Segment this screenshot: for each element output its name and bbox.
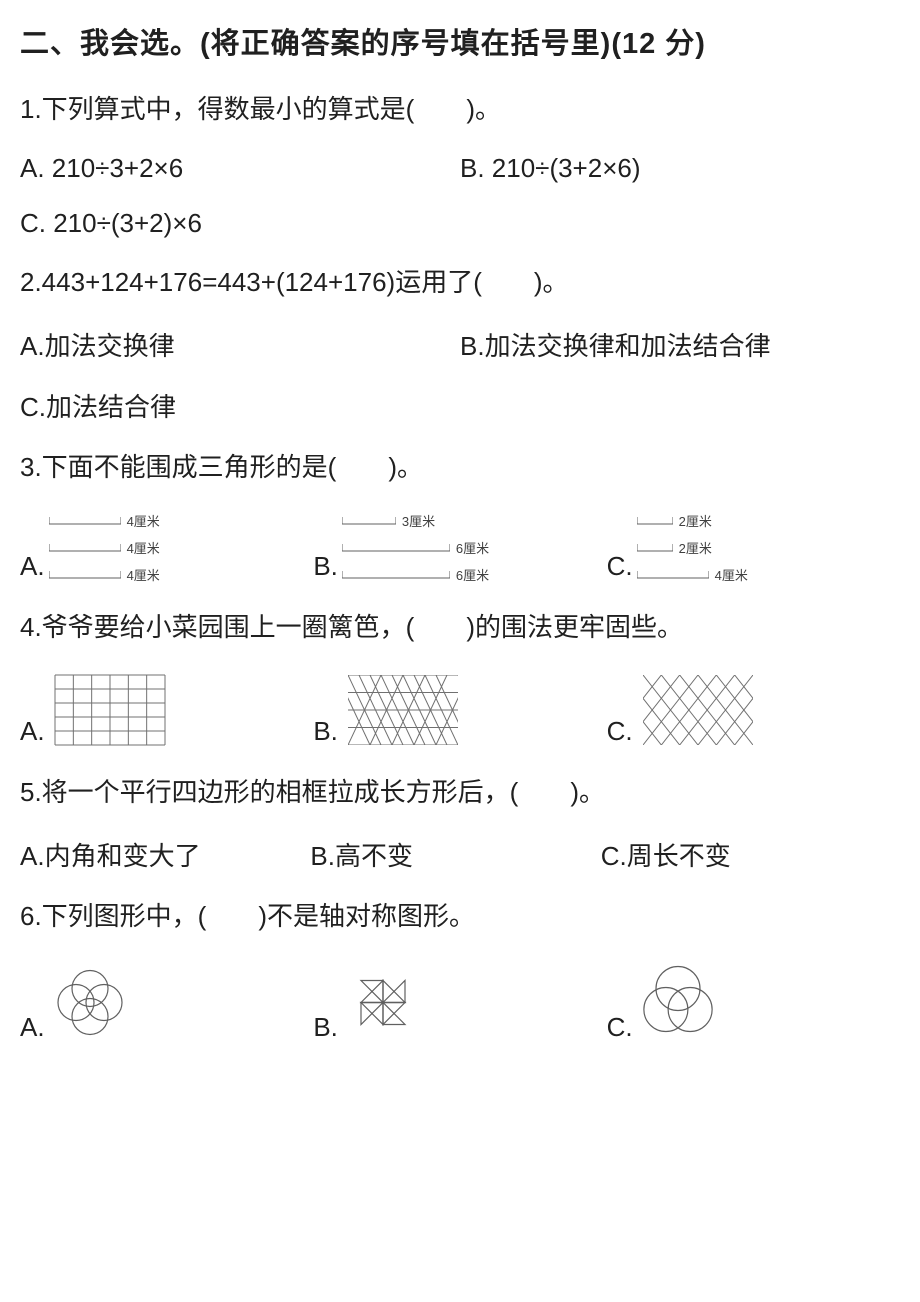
- q1-opt-a: A. 210÷3+2×6: [20, 153, 460, 184]
- q3-c-letter: C.: [607, 551, 633, 582]
- q3-b-diagram: 3厘米6厘米6厘米: [342, 511, 489, 584]
- q3-a-letter: A.: [20, 551, 45, 582]
- q6-opt-b: B.: [313, 960, 606, 1045]
- q4-b-letter: B.: [313, 716, 338, 747]
- q6-c-letter: C.: [607, 1012, 633, 1043]
- q6-c-diagram: [633, 960, 723, 1045]
- q4-opt-a: A.: [20, 671, 313, 749]
- q3-c-diagram: 2厘米2厘米4厘米: [637, 511, 748, 584]
- q3-opt-a: A. 4厘米4厘米4厘米: [20, 511, 313, 584]
- q3-stem: 3.下面不能围成三角形的是( )。: [20, 448, 900, 487]
- q3-opt-b: B. 3厘米6厘米6厘米: [313, 511, 606, 584]
- q5-stem: 5.将一个平行四边形的相框拉成长方形后，( )。: [20, 773, 900, 812]
- q6-b-letter: B.: [313, 1012, 338, 1043]
- q5-options: A.内角和变大了 B.高不变 C.周长不变: [20, 836, 900, 873]
- q6-opt-c: C.: [607, 960, 900, 1045]
- q4-stem: 4.爷爷要给小菜园围上一圈篱笆，( )的围法更牢固些。: [20, 608, 900, 647]
- q6-opt-a: A.: [20, 960, 313, 1045]
- q4-options: A. B. C.: [20, 671, 900, 749]
- q1-stem: 1.下列算式中，得数最小的算式是( )。: [20, 90, 900, 129]
- q4-a-letter: A.: [20, 716, 45, 747]
- q2-opt-a: A.加法交换律: [20, 326, 460, 363]
- q6-b-diagram: [338, 960, 428, 1045]
- q4-opt-c: C.: [607, 671, 900, 749]
- q2-opt-b: B.加法交换律和加法结合律: [460, 326, 900, 363]
- q4-c-letter: C.: [607, 716, 633, 747]
- q1-options-row2: C. 210÷(3+2)×6: [20, 208, 900, 239]
- q2-options-row1: A.加法交换律 B.加法交换律和加法结合律: [20, 326, 900, 363]
- q3-b-letter: B.: [313, 551, 338, 582]
- q6-a-diagram: [45, 960, 135, 1045]
- q2-stem: 2.443+124+176=443+(124+176)运用了( )。: [20, 263, 900, 302]
- q1-opt-b: B. 210÷(3+2×6): [460, 153, 900, 184]
- section-title: 二、我会选。(将正确答案的序号填在括号里)(12 分): [20, 20, 900, 62]
- q3-options: A. 4厘米4厘米4厘米 B. 3厘米6厘米6厘米 C. 2厘米2厘米4厘米: [20, 511, 900, 584]
- q4-opt-b: B.: [313, 671, 606, 749]
- q6-options: A. B. C.: [20, 960, 900, 1045]
- q3-opt-c: C. 2厘米2厘米4厘米: [607, 511, 900, 584]
- q5-opt-a: A.内角和变大了: [20, 836, 310, 873]
- q4-c-diagram: [633, 671, 763, 749]
- q4-b-diagram: [338, 671, 468, 749]
- q6-stem: 6.下列图形中，( )不是轴对称图形。: [20, 897, 900, 936]
- q1-options-row1: A. 210÷3+2×6 B. 210÷(3+2×6): [20, 153, 900, 184]
- q2-opt-c: C.加法结合律: [20, 387, 900, 424]
- q1-opt-c: C. 210÷(3+2)×6: [20, 208, 900, 239]
- q5-opt-c: C.周长不变: [601, 836, 900, 873]
- q3-a-diagram: 4厘米4厘米4厘米: [49, 511, 160, 584]
- q5-opt-b: B.高不变: [310, 836, 600, 873]
- q4-a-diagram: [45, 671, 175, 749]
- q2-options-row2: C.加法结合律: [20, 387, 900, 424]
- q6-a-letter: A.: [20, 1012, 45, 1043]
